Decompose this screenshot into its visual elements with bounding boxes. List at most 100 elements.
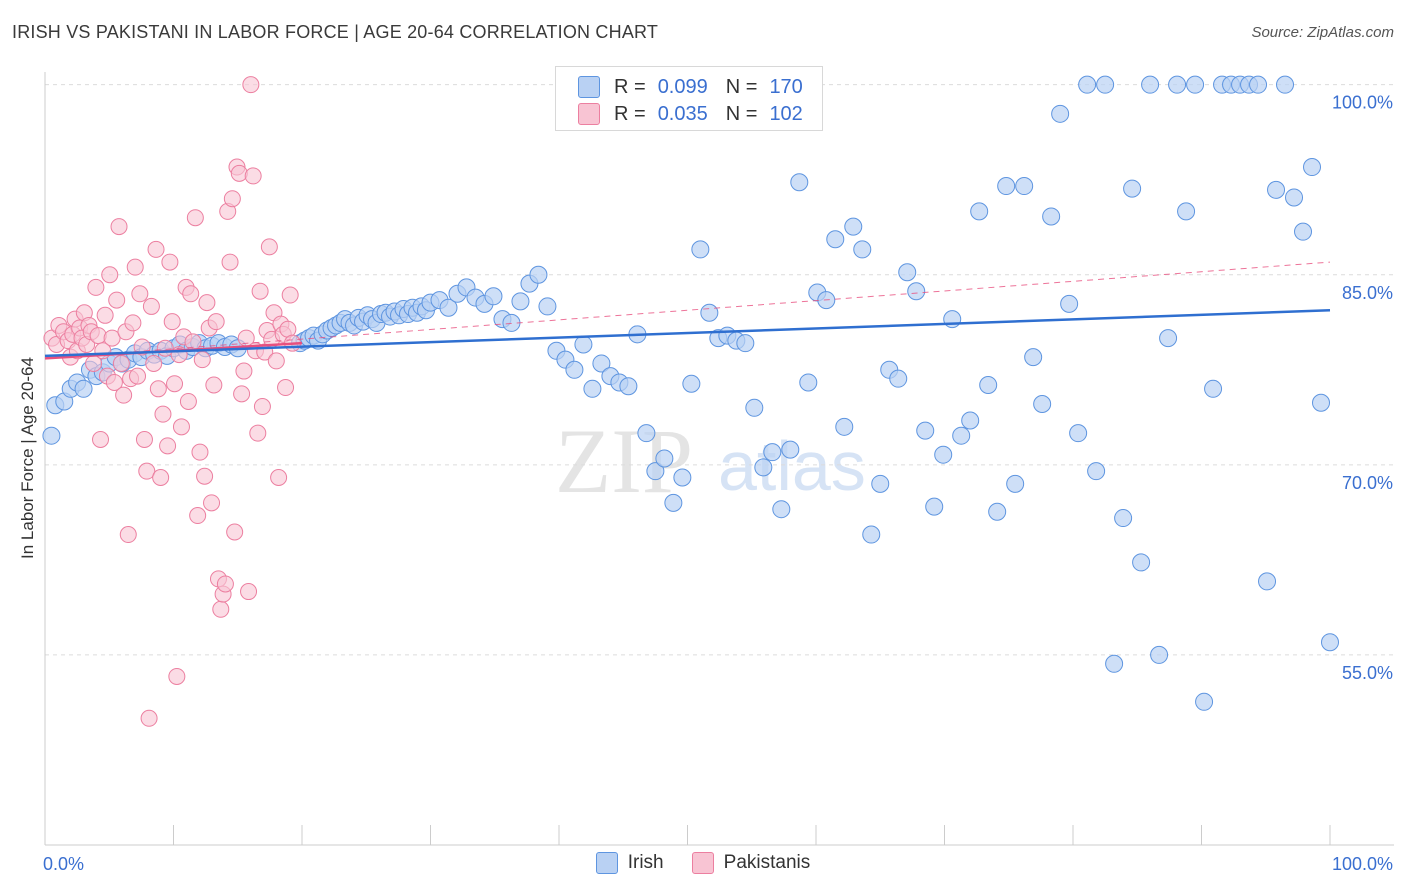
pakistani-point (138, 462, 156, 480)
irish-n-value: 170 (769, 75, 803, 98)
y-axis-label: In Labor Force | Age 20-64 (18, 357, 37, 559)
irish-point (646, 462, 665, 481)
irish-point (772, 500, 791, 519)
pakistani-point (182, 285, 200, 303)
legend-row-pakistanis: R = 0.035 N = 102 (578, 101, 821, 127)
pakistanis-n-label: N = (725, 102, 758, 125)
pakistani-point (249, 424, 267, 442)
stats-legend: R = 0.099 N = 170 R = 0.035 N = 102 (555, 66, 823, 131)
y-tick-label: 100.0% (1332, 93, 1393, 113)
pakistani-point (179, 392, 197, 410)
irish-point (1285, 188, 1304, 207)
pakistani-point (168, 667, 186, 685)
pakistani-point (119, 526, 137, 544)
y-tick-label: 55.0% (1342, 663, 1393, 683)
irish-n-label: N = (725, 75, 758, 98)
irish-swatch (578, 76, 600, 98)
irish-point (844, 217, 863, 236)
irish-point (979, 376, 998, 395)
pakistani-point (142, 297, 160, 315)
irish-point (583, 379, 602, 398)
legend-item-pakistanis[interactable]: Pakistanis (691, 852, 810, 874)
irish-point (529, 265, 548, 284)
pakistani-point (270, 469, 288, 487)
watermark: ZIP atlas (555, 410, 866, 512)
pakistani-point (166, 375, 184, 393)
x-tick-label: 100.0% (1332, 854, 1393, 874)
irish-point (952, 426, 971, 445)
irish-point (1195, 692, 1214, 711)
pakistani-point (172, 418, 190, 436)
irish-point (907, 282, 926, 301)
irish-point (673, 468, 692, 487)
pakistani-point (233, 385, 251, 403)
x-tick-labels: 0.0% 100.0% (43, 854, 1393, 874)
axes (44, 72, 1394, 846)
pakistani-point (186, 209, 204, 227)
pakistani-points (43, 76, 301, 727)
irish-point (889, 369, 908, 388)
x-tick-label: 0.0% (43, 854, 84, 874)
source-credit: Source: ZipAtlas.com (1251, 24, 1394, 41)
pakistani-point (277, 379, 295, 397)
irish-point (925, 497, 944, 516)
pakistani-point (207, 313, 225, 331)
pakistanis-n-value: 102 (769, 102, 803, 125)
irish-point (1006, 474, 1025, 493)
irish-point (1321, 633, 1339, 652)
irish-point (1087, 462, 1106, 481)
irish-point (1204, 379, 1223, 398)
legend-item-irish[interactable]: Irish (595, 852, 664, 874)
irish-point (700, 303, 719, 322)
irish-point (1024, 348, 1043, 367)
irish-point (1159, 329, 1178, 348)
pakistani-point (267, 352, 285, 370)
pakistani-point (203, 494, 221, 512)
pakistani-point (242, 76, 260, 94)
irish-point (1051, 104, 1070, 123)
irish-point (799, 373, 818, 392)
irish-point (619, 377, 638, 396)
pakistani-point (154, 405, 172, 423)
pakistani-point (159, 437, 177, 455)
irish-point (42, 426, 61, 445)
pakistani-point (110, 218, 128, 236)
irish-point (664, 493, 683, 512)
irish-point (538, 297, 557, 316)
pakistani-point (223, 190, 241, 208)
pakistani-point (216, 575, 234, 593)
chart-title: IRISH VS PAKISTANI IN LABOR FORCE | AGE … (12, 22, 659, 42)
pakistani-point (198, 294, 216, 312)
irish-point (871, 474, 890, 493)
irish-point (961, 411, 980, 430)
irish-point (574, 335, 593, 354)
pakistani-point (145, 354, 163, 372)
irish-point (1303, 158, 1322, 177)
irish-point (934, 445, 953, 464)
irish-point (970, 202, 989, 221)
irish-point (790, 173, 809, 192)
pakistani-trend-dashed (44, 261, 1331, 359)
pakistani-point (205, 376, 223, 394)
pakistani-point (240, 583, 258, 601)
irish-point (565, 360, 584, 379)
pakistani-point (191, 443, 209, 461)
irish-point (1042, 207, 1061, 226)
irish-point (1060, 294, 1079, 313)
pakistani-point (193, 351, 211, 369)
irish-point (754, 458, 773, 477)
pakistani-point (281, 286, 299, 304)
pakistani-point (126, 258, 144, 276)
pakistani-point (196, 467, 214, 485)
pakistani-point (124, 314, 142, 332)
pakistani-point (129, 367, 147, 385)
irish-point (1267, 180, 1286, 199)
pakistani-point (101, 266, 119, 284)
irish-point (1123, 179, 1142, 198)
irish-point (1033, 395, 1052, 414)
irish-point (835, 417, 854, 436)
legend-row-irish: R = 0.099 N = 170 (578, 74, 821, 100)
irish-point (745, 398, 764, 417)
irish-point (511, 292, 530, 311)
